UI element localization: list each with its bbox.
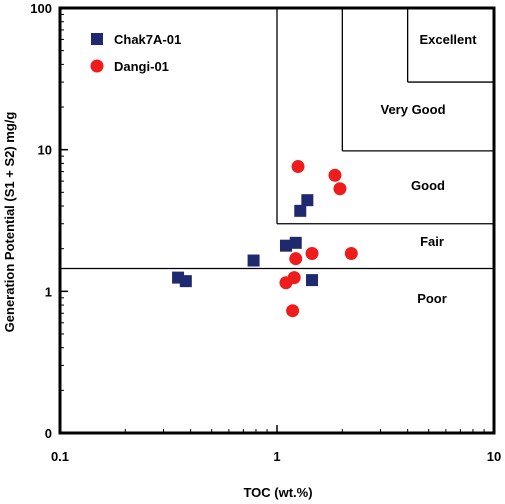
data-point-dangi-01 (291, 160, 305, 174)
legend-marker-circle (90, 59, 104, 73)
y-tick-label: 1 (45, 284, 52, 299)
data-point-dangi-01 (305, 246, 319, 260)
y-ticks: 0 1 10 100 (30, 1, 68, 441)
legend-label: Dangi-01 (114, 59, 169, 74)
x-axis-title: TOC (wt.%) (243, 485, 312, 500)
data-point-chak7a-01 (294, 204, 307, 217)
zone-label-poor: Poor (417, 291, 447, 306)
zone-labels: Poor Fair Good Very Good Excellent (380, 32, 477, 306)
legend-marker-square (91, 33, 103, 45)
x-ticks: 0.1 1 10 (51, 425, 501, 464)
data-points (172, 160, 358, 318)
x-tick-label: 1 (273, 449, 280, 464)
y-tick-label: 10 (38, 143, 52, 158)
data-point-dangi-01 (344, 246, 358, 260)
y-axis-title: Generation Potential (S1 + S2) mg/g (2, 112, 17, 333)
legend: Chak7A-01 Dangi-01 (90, 32, 181, 74)
data-point-dangi-01 (333, 182, 347, 196)
x-tick-label: 10 (487, 449, 501, 464)
x-tick-label: 0.1 (51, 449, 69, 464)
data-point-chak7a-01 (301, 194, 314, 207)
legend-label: Chak7A-01 (114, 32, 181, 47)
data-point-dangi-01 (328, 168, 342, 182)
zone-lines (60, 8, 494, 270)
data-point-chak7a-01 (306, 274, 319, 287)
data-point-dangi-01 (279, 276, 293, 290)
zone-label-fair: Fair (420, 234, 444, 249)
zone-label-very-good: Very Good (380, 102, 445, 117)
data-point-dangi-01 (286, 304, 300, 318)
zone-label-good: Good (411, 178, 445, 193)
data-point-chak7a-01 (289, 236, 302, 249)
data-point-chak7a-01 (179, 275, 192, 288)
data-point-chak7a-01 (279, 239, 292, 252)
data-point-dangi-01 (289, 252, 303, 266)
y-tick-label: 0 (45, 426, 52, 441)
y-tick-label: 100 (30, 1, 52, 16)
zone-label-excellent: Excellent (419, 32, 477, 47)
data-point-chak7a-01 (247, 254, 260, 267)
